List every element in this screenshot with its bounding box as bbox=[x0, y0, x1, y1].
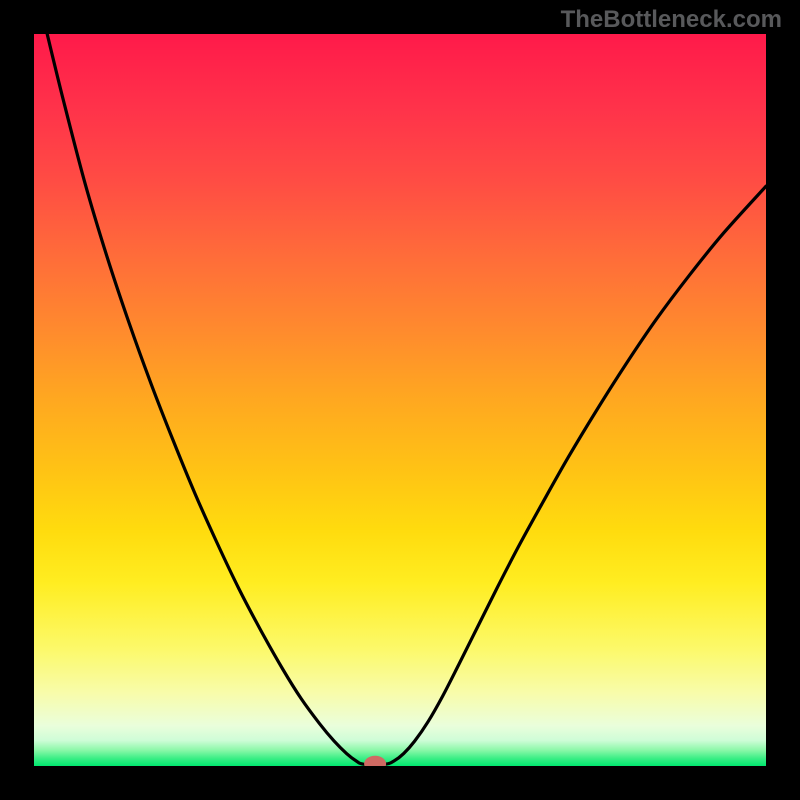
watermark-text: TheBottleneck.com bbox=[561, 6, 782, 34]
gradient-background bbox=[34, 34, 766, 766]
bottleneck-curve-chart bbox=[34, 34, 766, 766]
plot-area bbox=[34, 34, 766, 766]
